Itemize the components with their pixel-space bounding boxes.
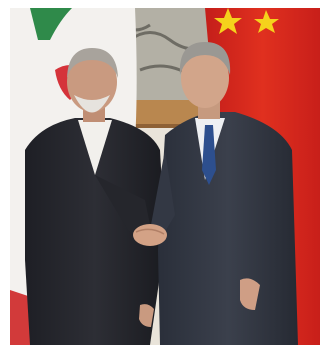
left-beard	[74, 95, 110, 113]
flag-star	[254, 10, 279, 33]
flag-star	[214, 8, 242, 34]
right-tie	[202, 125, 216, 185]
right-hair	[179, 42, 231, 75]
scene	[10, 8, 320, 345]
handshake-fingers	[135, 228, 165, 235]
left-hair	[67, 48, 118, 78]
right-face	[181, 48, 229, 108]
handshake	[133, 224, 167, 246]
wood-edge	[10, 124, 320, 128]
right-hand	[240, 278, 260, 310]
left-suit	[25, 118, 165, 345]
left-hand	[139, 304, 154, 327]
left-shirt	[78, 120, 112, 175]
right-arm	[150, 150, 175, 240]
left-face	[67, 52, 117, 112]
left-arm	[95, 175, 150, 240]
right-suit	[158, 112, 298, 345]
iran-flag-green	[30, 8, 72, 40]
